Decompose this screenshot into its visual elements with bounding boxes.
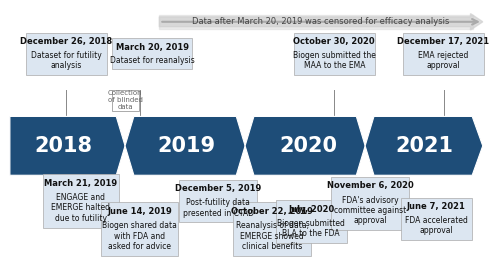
Text: October 30, 2020: October 30, 2020 — [294, 37, 375, 46]
Text: November 6, 2020: November 6, 2020 — [326, 181, 414, 190]
Text: FDA accelerated
approval: FDA accelerated approval — [405, 216, 468, 235]
FancyBboxPatch shape — [112, 90, 138, 111]
Text: Biogen submitted the
MAA to the EMA: Biogen submitted the MAA to the EMA — [293, 51, 376, 70]
Text: FDA's advisory
committee against
approval: FDA's advisory committee against approva… — [334, 195, 406, 225]
Text: 2019: 2019 — [157, 136, 216, 156]
FancyBboxPatch shape — [112, 38, 192, 69]
Polygon shape — [245, 116, 365, 175]
Text: 2021: 2021 — [395, 136, 453, 156]
Text: December 5, 2019: December 5, 2019 — [175, 184, 262, 193]
Text: December 26, 2018: December 26, 2018 — [20, 37, 112, 46]
Text: June 7, 2021: June 7, 2021 — [407, 202, 466, 211]
Text: Biogen submitted
BLA to the FDA: Biogen submitted BLA to the FDA — [278, 219, 345, 238]
FancyBboxPatch shape — [332, 177, 409, 230]
Text: Dataset for futility
analysis: Dataset for futility analysis — [31, 51, 102, 70]
Text: ENGAGE and
EMERGE halted
due to futility: ENGAGE and EMERGE halted due to futility — [52, 193, 110, 223]
Text: Data after March 20, 2019 was censored for efficacy analysis: Data after March 20, 2019 was censored f… — [192, 17, 450, 26]
FancyBboxPatch shape — [180, 180, 257, 222]
Text: Biogen shared data
with FDA and
asked for advice: Biogen shared data with FDA and asked fo… — [102, 221, 177, 251]
FancyBboxPatch shape — [294, 33, 374, 75]
FancyBboxPatch shape — [43, 174, 119, 228]
Text: EMA rejected
approval: EMA rejected approval — [418, 51, 469, 70]
Polygon shape — [10, 116, 125, 175]
Text: 2020: 2020 — [280, 136, 338, 156]
Text: December 17, 2021: December 17, 2021 — [398, 37, 490, 46]
Polygon shape — [365, 116, 483, 175]
Text: October 22, 2019: October 22, 2019 — [231, 207, 313, 216]
Polygon shape — [160, 14, 483, 30]
Text: July, 2020: July, 2020 — [288, 205, 335, 214]
FancyBboxPatch shape — [26, 33, 106, 75]
Text: Collection
of blinded
data: Collection of blinded data — [108, 91, 142, 110]
Text: June 14, 2019: June 14, 2019 — [108, 207, 172, 216]
Text: March 20, 2019: March 20, 2019 — [116, 43, 188, 52]
Text: Reanalysis of data,
EMERGE showed
clinical benefits: Reanalysis of data, EMERGE showed clinic… — [236, 221, 308, 251]
Polygon shape — [125, 116, 245, 175]
Text: Dataset for reanalysis: Dataset for reanalysis — [110, 56, 194, 65]
FancyBboxPatch shape — [234, 202, 311, 256]
FancyBboxPatch shape — [400, 198, 471, 240]
Text: 2018: 2018 — [35, 136, 93, 156]
FancyBboxPatch shape — [101, 202, 178, 256]
Text: Post-futility data
presented in CTAD: Post-futility data presented in CTAD — [182, 198, 254, 218]
Text: March 21, 2019: March 21, 2019 — [44, 179, 118, 188]
FancyBboxPatch shape — [276, 200, 347, 242]
FancyBboxPatch shape — [403, 33, 484, 75]
